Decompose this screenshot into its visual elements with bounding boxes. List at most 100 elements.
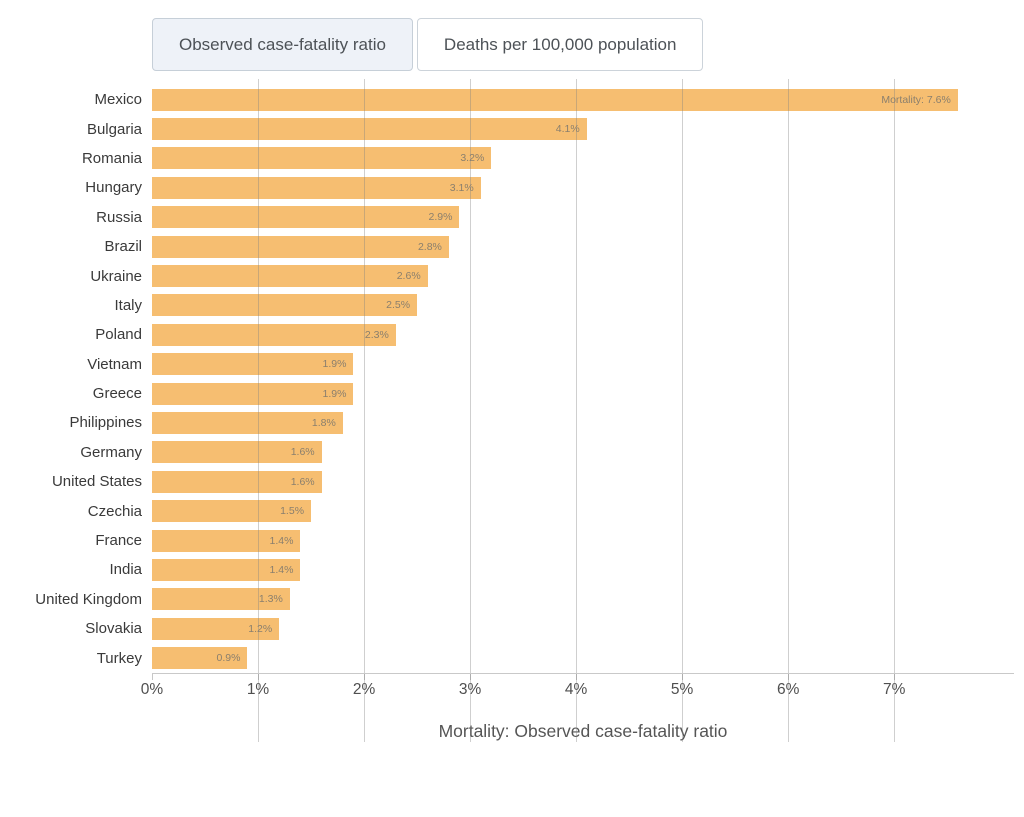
bar-bulgaria[interactable]: 4.1%	[152, 118, 587, 141]
bar-value-label: 1.9%	[322, 358, 347, 371]
bar-philippines[interactable]: 1.8%	[152, 411, 343, 434]
bar-slovakia[interactable]: 1.2%	[152, 617, 280, 640]
bar-value-label: 2.8%	[417, 240, 442, 253]
bar-france[interactable]: 1.4%	[152, 529, 301, 552]
bar-vietnam[interactable]: 1.9%	[152, 353, 354, 376]
bar-track: 1.6%	[152, 441, 1014, 464]
bar-russia[interactable]: 2.9%	[152, 206, 460, 229]
chart-row: Bulgaria 4.1%	[0, 114, 1024, 143]
axis-tick	[682, 674, 684, 680]
bar-czechia[interactable]: 1.5%	[152, 500, 312, 523]
bar-romania[interactable]: 3.2%	[152, 147, 492, 170]
x-tick-label: 7%	[882, 680, 906, 698]
x-tick-label: 5%	[670, 680, 694, 698]
category-label: Greece	[92, 385, 142, 403]
bar-rows: Mexico Mortality: 7.6% Bulgaria 4.1% Romania…	[0, 85, 1024, 673]
bar-track: 3.2%	[152, 147, 1014, 170]
chart-row: Poland 2.3%	[0, 320, 1024, 349]
x-axis-line	[152, 673, 1014, 674]
bar-track: 1.6%	[152, 470, 1014, 493]
bar-united-kingdom[interactable]: 1.3%	[152, 588, 290, 611]
bar-track: 2.3%	[152, 323, 1014, 346]
axis-tick	[576, 674, 578, 680]
bar-mexico[interactable]: Mortality: 7.6%	[152, 88, 958, 111]
chart-row: United States 1.6%	[0, 467, 1024, 496]
axis-tick	[894, 674, 896, 680]
bar-germany[interactable]: 1.6%	[152, 441, 322, 464]
chart-row: Turkey 0.9%	[0, 643, 1024, 672]
category-label: Poland	[95, 326, 142, 344]
bar-track: 2.8%	[152, 235, 1014, 258]
x-axis-title: Mortality: Observed case-fatality ratio	[438, 720, 728, 741]
chart-row: Hungary 3.1%	[0, 173, 1024, 202]
chart-row: France 1.4%	[0, 526, 1024, 555]
chart-row: Brazil 2.8%	[0, 232, 1024, 261]
category-label: Turkey	[96, 649, 142, 667]
bar-india[interactable]: 1.4%	[152, 558, 301, 581]
category-label: Germany	[80, 443, 142, 461]
bar-chart: Mexico Mortality: 7.6% Bulgaria 4.1% Romania…	[0, 79, 1024, 742]
tab-observed-case-fatality-ratio[interactable]: Observed case-fatality ratio	[152, 18, 413, 71]
chart-row: Greece 1.9%	[0, 379, 1024, 408]
bar-united-states[interactable]: 1.6%	[152, 470, 322, 493]
tab-deaths-per-100k-population[interactable]: Deaths per 100,000 population	[416, 18, 704, 71]
x-tick-label: 2%	[352, 680, 376, 698]
bar-greece[interactable]: 1.9%	[152, 382, 354, 405]
chart-row: Vietnam 1.9%	[0, 350, 1024, 379]
category-label: Ukraine	[90, 267, 142, 285]
bar-value-label: 3.1%	[449, 181, 474, 194]
bar-value-label: 2.9%	[428, 211, 453, 224]
category-label: United States	[51, 473, 142, 491]
chart-row: Italy 2.5%	[0, 291, 1024, 320]
bar-value-label: 1.6%	[290, 446, 315, 459]
bar-value-label: 1.4%	[269, 563, 294, 576]
bar-track: 3.1%	[152, 176, 1014, 199]
bar-track: 1.4%	[152, 529, 1014, 552]
bar-track: 1.9%	[152, 382, 1014, 405]
bar-turkey[interactable]: 0.9%	[152, 647, 248, 670]
category-label: Bulgaria	[86, 120, 142, 138]
category-label: Romania	[81, 149, 142, 167]
bar-value-label: 1.2%	[248, 622, 273, 635]
bar-value-label: 2.3%	[364, 328, 389, 341]
bar-track: 1.3%	[152, 588, 1014, 611]
category-label: India	[109, 561, 142, 579]
bar-value-label: 4.1%	[555, 123, 580, 136]
bar-value-label: 1.6%	[290, 475, 315, 488]
chart-row: Russia 2.9%	[0, 203, 1024, 232]
category-label: United Kingdom	[35, 590, 142, 608]
bar-ukraine[interactable]: 2.6%	[152, 265, 428, 288]
x-axis-ticks	[152, 674, 1014, 680]
chart-page: Observed case-fatality ratio Deaths per …	[0, 18, 1024, 817]
category-label: Hungary	[85, 179, 142, 197]
bar-value-label: Mortality: 7.6%	[881, 93, 951, 106]
bar-value-label: 0.9%	[216, 652, 241, 665]
bar-value-label: 1.9%	[322, 387, 347, 400]
x-axis-labels: 0% 1% 2% 3% 4% 5% 6% 7%	[141, 679, 1014, 709]
category-label: Brazil	[104, 238, 142, 256]
chart-row: United Kingdom 1.3%	[0, 585, 1024, 614]
chart-row: India 1.4%	[0, 555, 1024, 584]
bar-italy[interactable]: 2.5%	[152, 294, 418, 317]
bar-track: Mortality: 7.6%	[152, 88, 1014, 111]
bar-value-label: 2.5%	[386, 299, 411, 312]
x-tick-label: 4%	[564, 680, 588, 698]
category-label: Slovakia	[85, 620, 142, 638]
bar-track: 1.2%	[152, 617, 1014, 640]
category-label: Russia	[96, 208, 142, 226]
chart-row: Czechia 1.5%	[0, 496, 1024, 525]
bar-track: 2.9%	[152, 206, 1014, 229]
bar-hungary[interactable]: 3.1%	[152, 176, 481, 199]
chart-tabs: Observed case-fatality ratio Deaths per …	[152, 18, 1024, 71]
axis-tick	[258, 674, 260, 680]
x-tick-label: 0%	[140, 680, 164, 698]
bar-value-label: 3.2%	[460, 152, 485, 165]
x-tick-label: 6%	[776, 680, 800, 698]
chart-row: Mexico Mortality: 7.6%	[0, 85, 1024, 114]
chart-row: Slovakia 1.2%	[0, 614, 1024, 643]
category-label: Philippines	[69, 414, 142, 432]
bar-track: 2.5%	[152, 294, 1014, 317]
bar-brazil[interactable]: 2.8%	[152, 235, 449, 258]
bar-poland[interactable]: 2.3%	[152, 323, 396, 346]
bar-value-label: 1.4%	[269, 534, 294, 547]
